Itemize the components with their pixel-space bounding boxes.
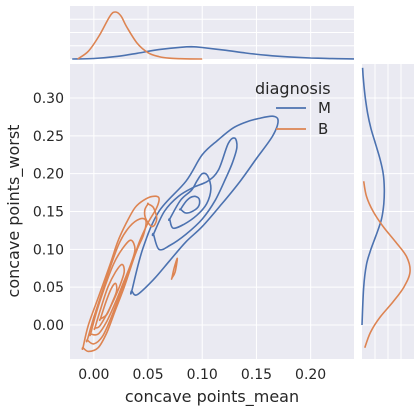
- marginal-y-curve-m: [361, 67, 386, 326]
- joint-grid: [70, 64, 354, 359]
- y-tick-label: 0.25: [33, 129, 64, 145]
- legend-label-m: M: [318, 99, 331, 117]
- x-tick-label: 0.00: [78, 367, 109, 383]
- contour-b: [98, 282, 118, 322]
- kde-contours: [81, 115, 279, 353]
- y-tick-label: 0.20: [33, 167, 64, 183]
- contour-b: [81, 195, 160, 353]
- y-tick-label: 0.30: [33, 91, 64, 107]
- contour-m: [179, 195, 201, 214]
- x-tick-label: 0.05: [132, 367, 163, 383]
- marginal-y-grid: [362, 64, 414, 359]
- contour-b: [88, 239, 136, 337]
- legend-label-b: B: [318, 120, 328, 138]
- legend-title: diagnosis: [255, 79, 331, 98]
- y-tick-label: 0.10: [33, 242, 64, 258]
- contour-m: [129, 115, 279, 296]
- y-axis-label: concave points_worst: [4, 125, 24, 298]
- contour-b: [85, 217, 147, 345]
- x-axis-label: concave points_mean: [125, 387, 299, 407]
- x-tick-label: 0.10: [187, 367, 218, 383]
- marginal-x-curve-m: [72, 45, 355, 60]
- marginal-y-curves: [361, 67, 411, 348]
- y-tick-label: 0.15: [33, 205, 64, 221]
- marginal-x-grid: [70, 6, 354, 59]
- x-tick-label: 0.15: [241, 367, 272, 383]
- contour-b: [93, 263, 126, 331]
- marginal-x-curve-b: [77, 11, 203, 60]
- marginal-x-curves: [72, 11, 355, 60]
- y-tick-labels: 0.00 0.05 0.10 0.15 0.20 0.25 0.30: [33, 91, 64, 334]
- y-tick-label: 0.05: [33, 280, 64, 296]
- contour-m: [167, 172, 212, 230]
- x-tick-labels: 0.00 0.05 0.10 0.15 0.20: [78, 367, 326, 383]
- y-tick-label: 0.00: [33, 318, 64, 334]
- x-tick-label: 0.20: [295, 367, 326, 383]
- contour-b: [170, 257, 179, 280]
- marginal-y-curve-b: [362, 181, 411, 348]
- legend: diagnosis M B: [255, 79, 331, 138]
- contour-b: [143, 202, 158, 228]
